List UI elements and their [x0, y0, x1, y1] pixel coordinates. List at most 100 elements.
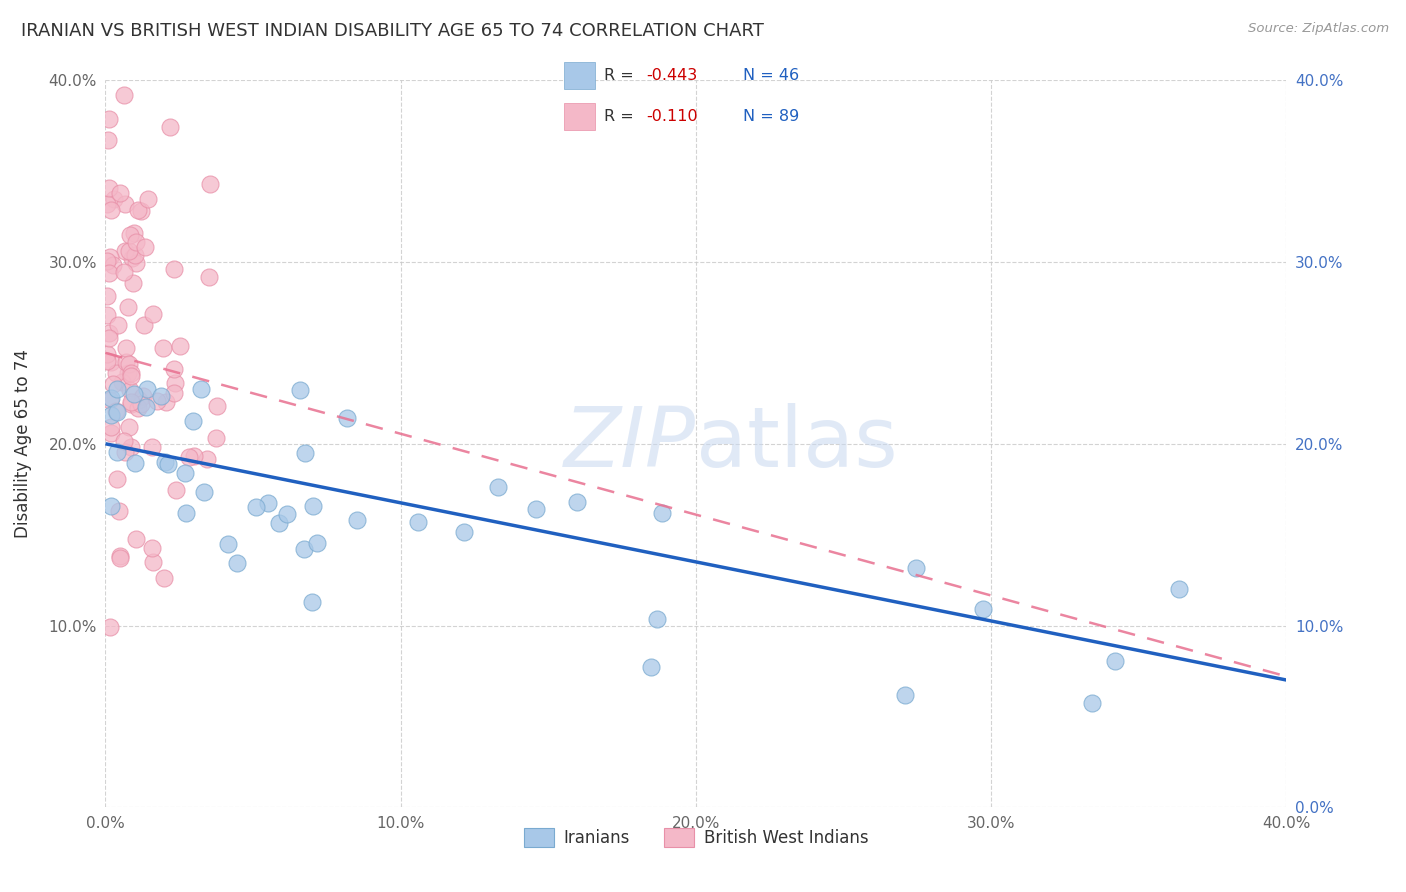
Point [107, 504, 129, 518]
Point [245, 500, 267, 514]
Point [157, 457, 180, 471]
Point [905, 560, 928, 574]
Point [894, 688, 917, 702]
Point [120, 440, 142, 454]
Point [107, 318, 129, 333]
Point [114, 197, 136, 211]
Point [174, 506, 197, 520]
Point [276, 507, 298, 521]
Point [134, 318, 156, 333]
Point [972, 602, 994, 616]
Point [103, 192, 125, 206]
Point [1081, 696, 1104, 710]
Point [115, 341, 138, 355]
Point [115, 355, 138, 369]
Point [150, 389, 173, 403]
Point [124, 248, 146, 262]
Bar [564, 103, 595, 130]
Point [98, 331, 121, 345]
Point [97, 133, 120, 147]
Point [165, 483, 187, 497]
Point [132, 389, 155, 403]
Point [162, 386, 184, 401]
Point [124, 457, 146, 471]
Point [100, 408, 122, 422]
Point [98, 620, 121, 634]
Point [122, 227, 145, 241]
Point [114, 445, 136, 459]
Point [290, 383, 312, 397]
Point [305, 535, 328, 549]
Point [111, 375, 134, 389]
Point [97, 326, 120, 341]
Point [125, 532, 148, 546]
Point [129, 397, 152, 411]
Point [105, 405, 128, 419]
Point [120, 227, 142, 242]
Point [96, 289, 118, 303]
Point [110, 550, 132, 565]
Point [406, 515, 429, 529]
Point [97, 181, 120, 195]
Point [96, 308, 118, 322]
Point [142, 307, 165, 321]
Point [96, 254, 118, 268]
Point [205, 431, 228, 445]
Point [127, 202, 149, 217]
Point [197, 451, 219, 466]
Point [98, 266, 121, 280]
Point [112, 265, 135, 279]
Point [100, 355, 122, 369]
Text: atlas: atlas [696, 403, 897, 484]
Point [256, 496, 278, 510]
Point [125, 256, 148, 270]
Point [138, 193, 160, 207]
Text: IRANIAN VS BRITISH WEST INDIAN DISABILITY AGE 65 TO 74 CORRELATION CHART: IRANIAN VS BRITISH WEST INDIAN DISABILIT… [21, 22, 763, 40]
Point [486, 480, 509, 494]
Point [141, 541, 163, 555]
Point [142, 555, 165, 569]
Point [118, 383, 141, 397]
Point [104, 366, 127, 380]
Point [118, 357, 141, 371]
Point [107, 382, 129, 396]
Point [100, 391, 122, 405]
Point [645, 612, 668, 626]
Point [217, 537, 239, 551]
Text: Source: ZipAtlas.com: Source: ZipAtlas.com [1249, 22, 1389, 36]
Point [127, 401, 149, 416]
Point [183, 450, 205, 464]
Text: R =: R = [603, 68, 634, 83]
Point [105, 444, 128, 458]
Point [108, 549, 131, 564]
Point [301, 595, 323, 609]
Text: N = 46: N = 46 [742, 68, 799, 83]
Point [152, 341, 174, 355]
Point [114, 244, 136, 259]
Point [152, 571, 174, 585]
Point [198, 177, 221, 191]
Point [302, 499, 325, 513]
Point [524, 502, 547, 516]
Point [155, 395, 177, 409]
Point [165, 376, 187, 391]
Point [193, 485, 215, 500]
Point [1168, 582, 1191, 596]
Point [120, 367, 142, 381]
Point [101, 258, 124, 272]
Point [153, 455, 176, 469]
Point [146, 394, 169, 409]
Text: -0.110: -0.110 [647, 109, 697, 124]
Text: R =: R = [603, 109, 634, 124]
Point [177, 450, 200, 465]
Point [120, 395, 142, 409]
Point [640, 660, 662, 674]
Text: -0.443: -0.443 [647, 68, 697, 83]
Point [108, 186, 131, 200]
Point [98, 112, 121, 126]
Point [205, 399, 228, 413]
Point [98, 250, 121, 264]
Point [198, 270, 221, 285]
Bar [564, 62, 595, 89]
Point [117, 366, 139, 380]
